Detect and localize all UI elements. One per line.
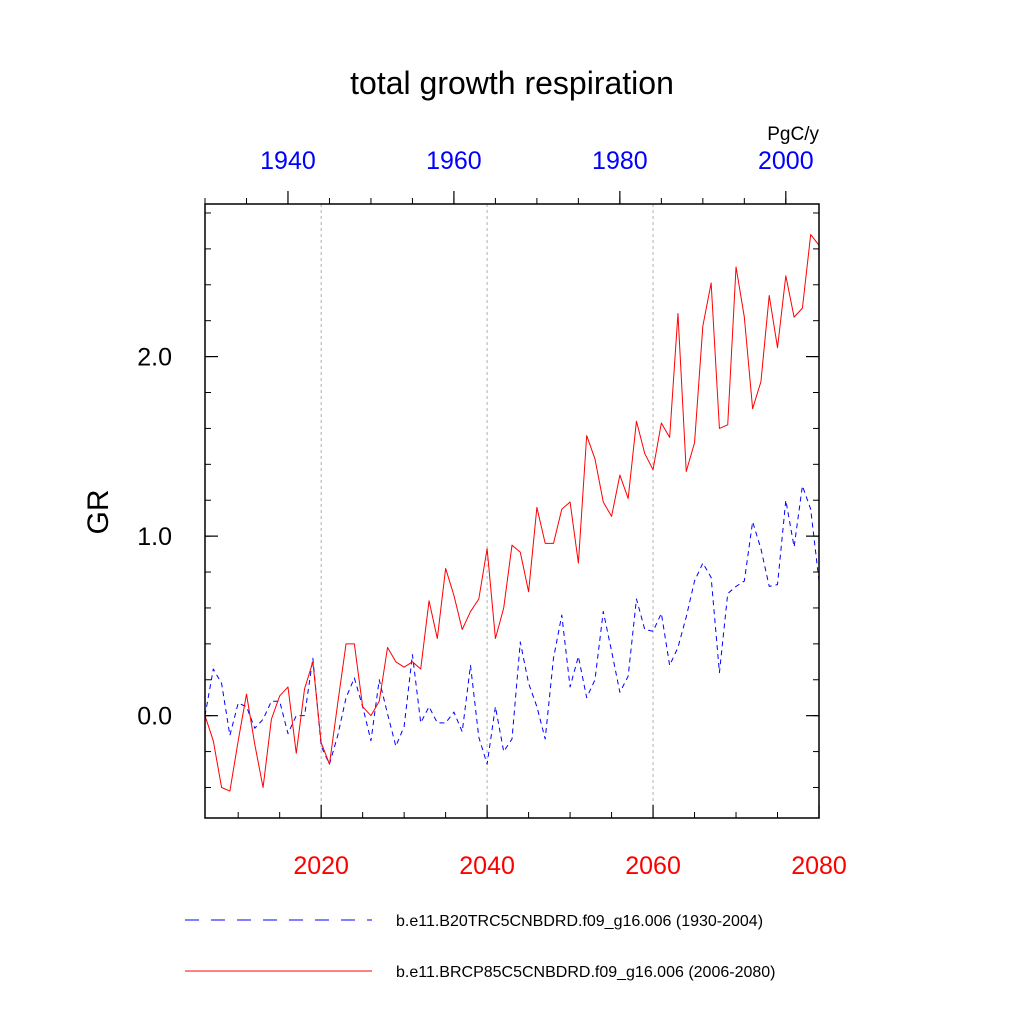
- series-line-rcp85: [204, 234, 820, 792]
- x-bottom-tick-label: 2020: [293, 852, 349, 880]
- legend-label-0: b.e11.B20TRC5CNBDRD.f09_g16.006 (1930-20…: [396, 913, 763, 930]
- x-bottom-tick-label: 2040: [459, 852, 515, 880]
- x-top-tick-label: 2000: [758, 147, 814, 175]
- legend-label-1: b.e11.BRCP85C5CNBDRD.f09_g16.006 (2006-2…: [396, 964, 775, 981]
- series-line-historical: [204, 485, 820, 765]
- x-top-tick-label: 1980: [592, 147, 648, 175]
- plot-frame: [204, 203, 820, 819]
- x-bottom-tick-label: 2080: [791, 852, 847, 880]
- series-layer: [204, 234, 820, 792]
- legend: b.e11.B20TRC5CNBDRD.f09_g16.006 (1930-20…: [185, 913, 775, 981]
- y-axis-label: GR: [82, 490, 115, 535]
- y-tick-label: 0.0: [137, 703, 172, 731]
- y-tick-label: 1.0: [137, 523, 172, 551]
- x-top-tick-label: 1940: [260, 147, 316, 175]
- chart-title: total growth respiration: [350, 65, 674, 101]
- gridlines: [320, 204, 654, 818]
- x-bottom-tick-label: 2060: [625, 852, 681, 880]
- axes: 0.0 1.0 2.0 2020 2040 2060 2080 1940 1960 1980 200…: [137, 147, 847, 880]
- x-top-tick-label: 1960: [426, 147, 482, 175]
- units-label: PgC/y: [767, 124, 819, 145]
- y-tick-label: 2.0: [137, 344, 172, 372]
